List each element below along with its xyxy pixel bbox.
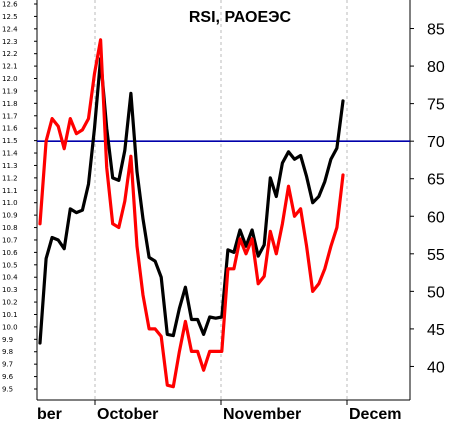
left-tick-label: 11.3 bbox=[2, 162, 18, 170]
left-tick-label: 11.0 bbox=[2, 199, 18, 207]
left-tick-label: 12.4 bbox=[2, 25, 18, 33]
x-tick-label: November bbox=[223, 406, 301, 423]
axes bbox=[36, 0, 411, 401]
x-tick-label: Decem bbox=[349, 406, 401, 423]
left-tick-label: 10.3 bbox=[2, 286, 18, 294]
left-tick-label: 12.0 bbox=[2, 75, 18, 83]
left-tick-label: 11.8 bbox=[2, 100, 18, 108]
left-tick-label: 10.4 bbox=[2, 274, 18, 282]
left-tick-label: 12.6 bbox=[2, 1, 18, 9]
right-axis-ticks: 40 45 50 55 60 65 70 75 80 85 bbox=[410, 22, 445, 376]
left-tick-label: 9.7 bbox=[2, 361, 13, 369]
left-tick-label: 10.7 bbox=[2, 236, 18, 244]
left-tick-label: 10.9 bbox=[2, 212, 18, 220]
left-tick-label: 9.9 bbox=[2, 336, 13, 344]
left-tick-label: 11.2 bbox=[2, 174, 18, 182]
right-tick-label: 75 bbox=[427, 97, 445, 114]
left-tick-label: 10.5 bbox=[2, 261, 18, 269]
series-layer bbox=[38, 38, 345, 389]
left-tick-label: 9.8 bbox=[2, 348, 13, 356]
left-tick-label: 10.0 bbox=[2, 323, 18, 331]
left-tick-label: 12.5 bbox=[2, 13, 18, 21]
right-tick-label: 65 bbox=[427, 172, 445, 189]
left-tick-label: 10.1 bbox=[2, 311, 18, 319]
x-tick-label: October bbox=[97, 406, 158, 423]
right-tick-label: 55 bbox=[427, 247, 445, 264]
chart-title: RSI, РАОЕЭС bbox=[189, 9, 292, 26]
left-tick-label: 12.3 bbox=[2, 38, 18, 46]
right-tick-label: 45 bbox=[427, 322, 445, 339]
x-tick-label: ber bbox=[37, 406, 62, 423]
left-tick-label: 11.1 bbox=[2, 187, 18, 195]
right-tick-label: 40 bbox=[427, 359, 445, 376]
left-tick-label: 12.1 bbox=[2, 63, 18, 71]
price-series-line bbox=[38, 56, 345, 345]
left-tick-label: 11.9 bbox=[2, 87, 18, 95]
left-tick-label: 11.7 bbox=[2, 112, 18, 120]
right-tick-label: 85 bbox=[427, 22, 445, 39]
left-tick-label: 10.6 bbox=[2, 249, 18, 257]
left-tick-label: 11.5 bbox=[2, 137, 18, 145]
left-axis-ticks: 9.5 9.6 9.7 9.8 9.9 10.0 10.1 10.2 10.3 10.4 10.5 1… bbox=[2, 1, 37, 394]
right-tick-label: 70 bbox=[427, 134, 445, 151]
left-tick-label: 10.8 bbox=[2, 224, 18, 232]
left-tick-label: 9.6 bbox=[2, 373, 14, 381]
right-tick-label: 80 bbox=[427, 59, 445, 76]
left-tick-label: 11.6 bbox=[2, 125, 18, 133]
left-tick-label: 12.2 bbox=[2, 50, 18, 58]
x-axis-ticks: ber October November Decem bbox=[37, 400, 401, 423]
left-tick-label: 11.4 bbox=[2, 150, 18, 158]
left-tick-label: 10.2 bbox=[2, 299, 18, 307]
right-tick-label: 50 bbox=[427, 284, 445, 301]
left-tick-label: 9.5 bbox=[2, 386, 13, 394]
right-tick-label: 60 bbox=[427, 209, 445, 226]
rsi-series-line bbox=[38, 38, 345, 389]
